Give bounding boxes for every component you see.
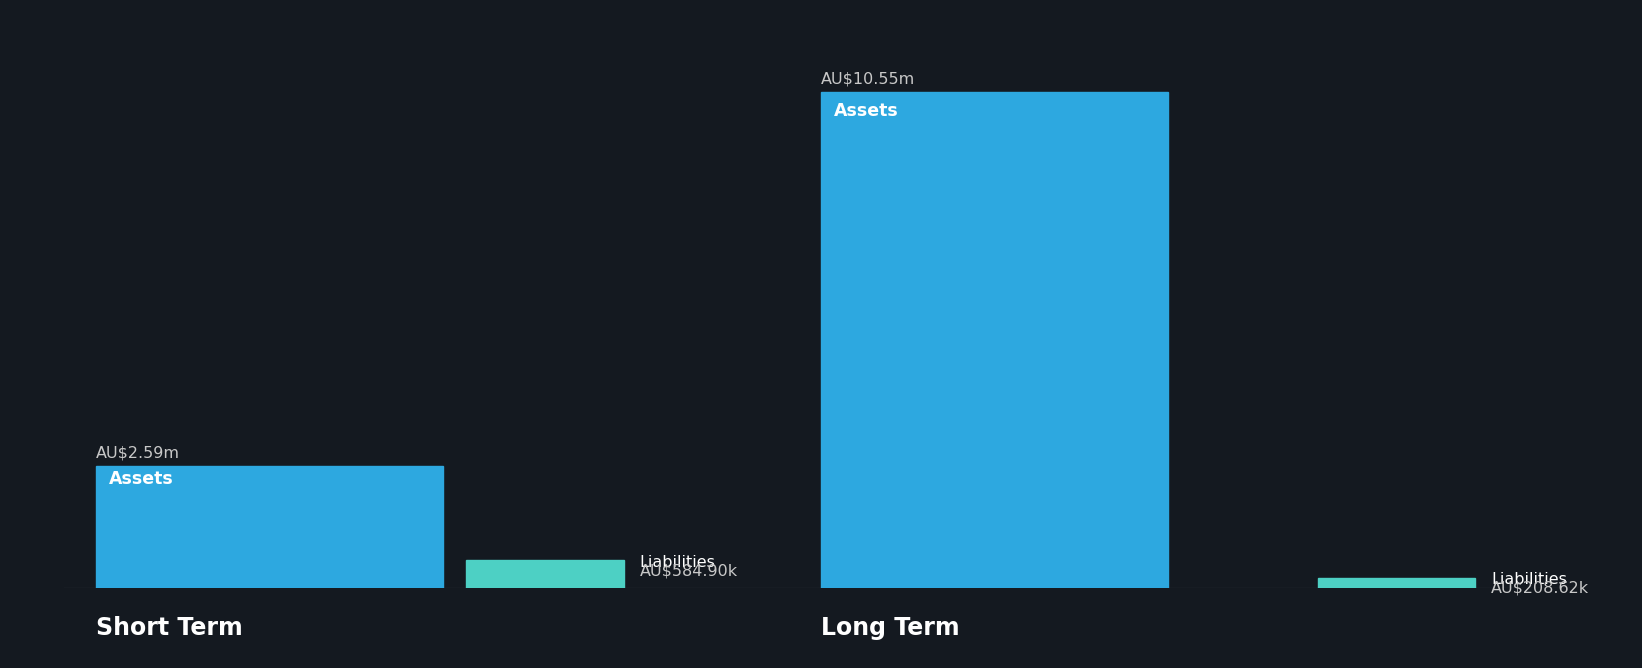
- Text: Liabilities: Liabilities: [640, 554, 716, 570]
- Text: AU$208.62k: AU$208.62k: [1491, 581, 1589, 596]
- Text: Assets: Assets: [108, 470, 174, 488]
- Text: Short Term: Short Term: [95, 616, 243, 640]
- Bar: [821, 92, 1167, 588]
- Text: Assets: Assets: [834, 102, 898, 120]
- Bar: [1317, 578, 1475, 588]
- Text: AU$584.90k: AU$584.90k: [640, 563, 737, 578]
- Text: AU$10.55m: AU$10.55m: [821, 71, 915, 86]
- Bar: [466, 560, 624, 588]
- Text: Long Term: Long Term: [821, 616, 959, 640]
- Text: AU$2.59m: AU$2.59m: [95, 446, 181, 460]
- Bar: [95, 466, 443, 588]
- Text: Liabilities: Liabilities: [1491, 572, 1566, 587]
